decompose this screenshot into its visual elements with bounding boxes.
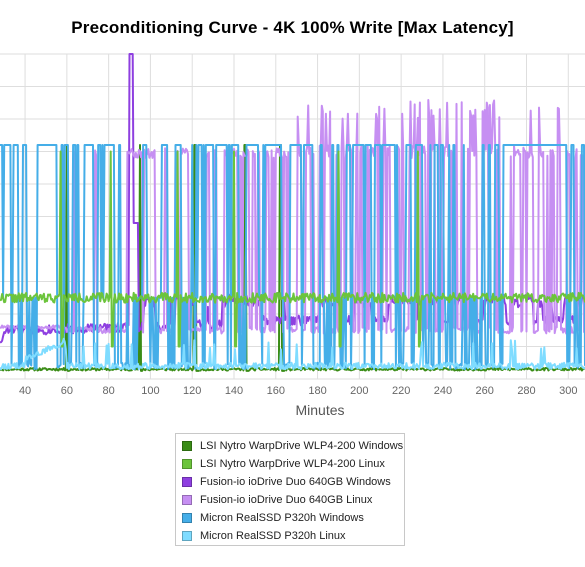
series-line: [0, 150, 585, 348]
legend-swatch: [182, 477, 192, 487]
x-tick-label: 240: [434, 385, 452, 397]
x-tick-label: 220: [392, 385, 410, 397]
legend-label: LSI Nytro WarpDrive WLP4-200 Windows: [200, 440, 404, 452]
series-line: [0, 337, 585, 371]
x-tick-label: 300: [559, 385, 577, 397]
legend-swatch: [182, 513, 192, 523]
x-tick-label: 180: [308, 385, 326, 397]
x-tick-label: 40: [19, 385, 31, 397]
x-axis-label: Minutes: [295, 402, 345, 418]
legend-item: Micron RealSSD P320h Linux: [182, 527, 404, 545]
x-tick-label: 260: [476, 385, 494, 397]
x-tick-label: 280: [517, 385, 535, 397]
legend-label: Micron RealSSD P320h Windows: [200, 512, 364, 524]
plot-area: 40 60 80 100 120 140 160 180 200 220 240 260 280 300: [0, 53, 585, 397]
legend-swatch: [182, 441, 192, 451]
x-tick-label: 160: [267, 385, 285, 397]
chart-title: Preconditioning Curve - 4K 100% Write [M…: [71, 18, 514, 37]
legend-label: LSI Nytro WarpDrive WLP4-200 Linux: [200, 458, 385, 470]
legend-swatch: [182, 459, 192, 469]
legend-item: Fusion-io ioDrive Duo 640GB Linux: [182, 491, 404, 509]
legend-swatch: [182, 531, 192, 541]
legend-item: LSI Nytro WarpDrive WLP4-200 Linux: [182, 455, 404, 473]
legend-swatch: [182, 495, 192, 505]
legend-item: LSI Nytro WarpDrive WLP4-200 Windows: [182, 437, 404, 455]
x-tick-labels: 40 60 80 100 120 140 160 180 200 220 240 260 280 300: [19, 385, 578, 397]
x-tick-label: 200: [350, 385, 368, 397]
series-line: [0, 144, 585, 372]
x-tick-label: 100: [141, 385, 159, 397]
legend-label: Fusion-io ioDrive Duo 640GB Windows: [200, 476, 391, 488]
legend-label: Fusion-io ioDrive Duo 640GB Linux: [200, 494, 373, 506]
series-lines: [0, 53, 585, 372]
legend-item: Fusion-io ioDrive Duo 640GB Windows: [182, 473, 404, 491]
legend-label: Micron RealSSD P320h Linux: [200, 530, 346, 542]
x-tick-label: 140: [225, 385, 243, 397]
x-tick-label: 60: [61, 385, 73, 397]
legend: LSI Nytro WarpDrive WLP4-200 Windows LSI …: [175, 433, 405, 546]
x-tick-label: 120: [183, 385, 201, 397]
legend-item: Micron RealSSD P320h Windows: [182, 509, 404, 527]
x-tick-label: 80: [103, 385, 115, 397]
